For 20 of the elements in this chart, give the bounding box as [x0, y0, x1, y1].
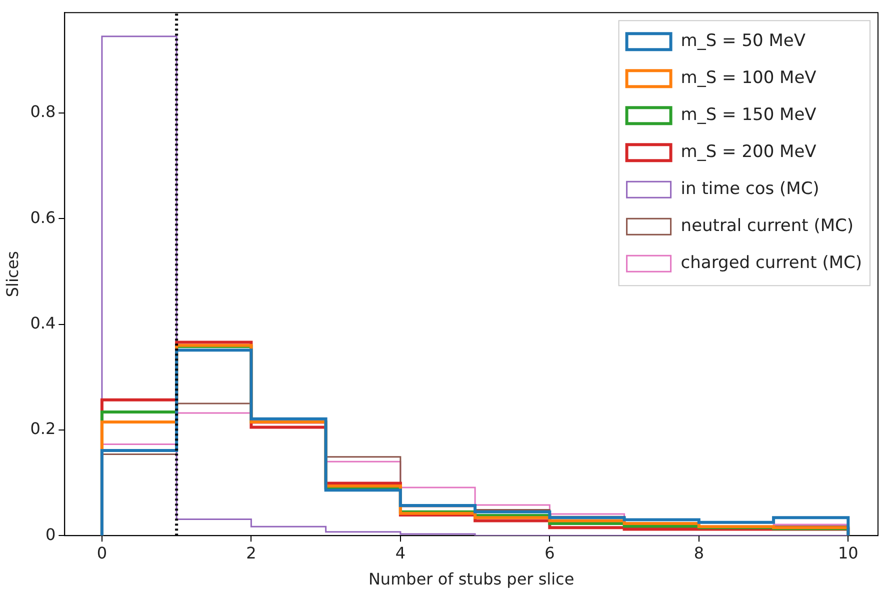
y-tick-label: 0.4	[30, 313, 56, 332]
legend-label: in time cos (MC)	[680, 179, 820, 200]
x-tick-label: 6	[544, 543, 555, 562]
y-tick-label: 0.2	[30, 419, 56, 438]
legend-label: charged current (MC)	[680, 253, 862, 274]
legend-label: m_S = 100 MeV	[680, 68, 817, 88]
x-axis-title: Number of stubs per slice	[368, 570, 574, 589]
x-tick-label: 0	[96, 543, 108, 562]
legend-label: m_S = 150 MeV	[680, 105, 817, 126]
x-tick-label: 8	[694, 543, 704, 562]
legend-label: m_S = 200 MeV	[680, 142, 817, 162]
y-axis-title: Slices	[2, 251, 22, 298]
legend-label: m_S = 50 MeV	[680, 31, 806, 52]
x-tick-label: 2	[246, 543, 256, 562]
legend-label: neutral current (MC)	[680, 216, 854, 236]
x-tick-label: 10	[838, 543, 858, 562]
y-tick-label: 0.6	[30, 208, 56, 227]
y-tick-label: 0	[45, 524, 56, 544]
x-tick-label: 4	[395, 543, 406, 562]
y-tick-label: 0.8	[30, 102, 56, 122]
